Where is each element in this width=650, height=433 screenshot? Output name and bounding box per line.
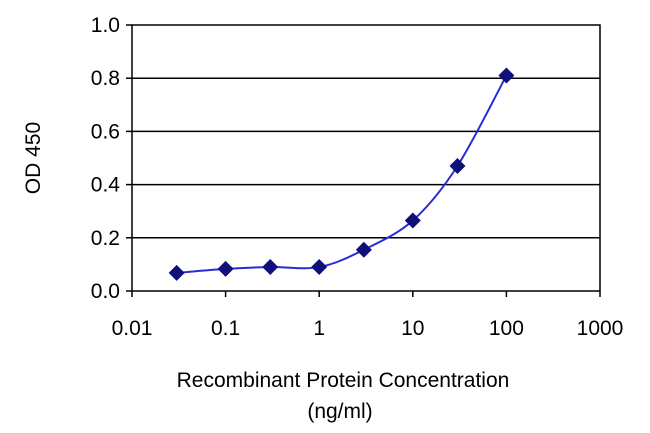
- plot-area-frame: [131, 24, 601, 292]
- x-axis-label: Recombinant Protein Concentration: [177, 369, 510, 392]
- y-axis-ticks: 0.0 0.2 0.4 0.6 0.8 1.0: [91, 14, 132, 303]
- data-point-marker: [168, 264, 185, 281]
- data-point-marker: [262, 259, 279, 276]
- x-tick-label: 1000: [577, 317, 624, 340]
- data-point-marker: [355, 241, 372, 258]
- data-point-marker: [217, 260, 234, 277]
- x-axis-ticks: 0.01 0.1 1 10 100 1000: [112, 291, 624, 340]
- x-tick-label: 10: [401, 317, 424, 340]
- x-axis-label-units: (ng/ml): [307, 400, 372, 423]
- x-tick-label: 100: [489, 317, 524, 340]
- data-point-marker: [449, 157, 466, 174]
- y-tick-label: 0.0: [91, 280, 120, 303]
- y-tick-label: 0.2: [91, 227, 120, 250]
- y-axis-label: OD 450: [22, 122, 45, 194]
- x-tick-label: 0.1: [211, 317, 240, 340]
- data-point-marker: [404, 212, 421, 229]
- series-curve: [176, 75, 508, 274]
- series-markers: [168, 67, 515, 281]
- data-point-marker: [311, 259, 328, 276]
- data-point-marker: [498, 67, 515, 84]
- grid-lines: [132, 77, 600, 239]
- y-tick-label: 0.6: [91, 120, 120, 143]
- y-tick-label: 0.4: [91, 174, 121, 197]
- x-tick-label: 1: [313, 317, 325, 340]
- x-tick-label: 0.01: [112, 317, 153, 340]
- y-tick-label: 1.0: [91, 14, 120, 37]
- y-tick-label: 0.8: [91, 67, 120, 90]
